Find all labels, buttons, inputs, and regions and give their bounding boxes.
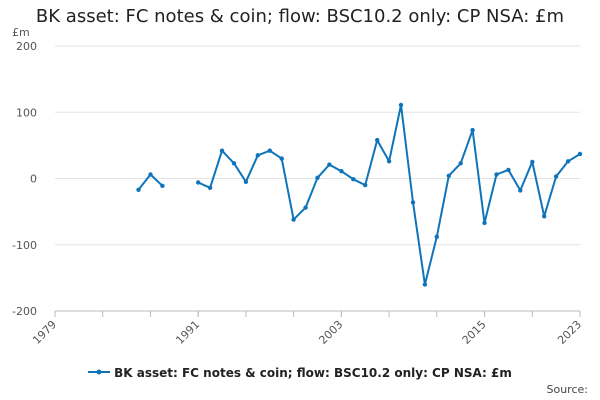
data-point[interactable] <box>577 151 583 157</box>
data-point[interactable] <box>303 205 308 210</box>
data-point[interactable] <box>458 161 463 166</box>
data-point[interactable] <box>243 179 249 184</box>
data-point[interactable] <box>279 156 284 161</box>
data-point[interactable] <box>553 174 559 179</box>
series-line <box>197 104 581 286</box>
data-point[interactable] <box>231 161 237 166</box>
x-tick-label: 2003 <box>316 318 345 347</box>
y-tick-label: 200 <box>16 40 37 53</box>
data-point[interactable] <box>148 172 153 177</box>
axes <box>54 310 581 317</box>
y-tick-label: 100 <box>16 106 37 119</box>
x-tick-label: 1979 <box>30 318 59 347</box>
series-line <box>137 173 164 191</box>
data-point[interactable] <box>291 217 296 222</box>
data-point[interactable] <box>470 127 475 133</box>
data-point[interactable] <box>219 148 225 153</box>
y-tick-label: -100 <box>12 239 37 252</box>
data-point[interactable] <box>506 167 511 173</box>
data-point[interactable] <box>363 182 368 188</box>
data-point[interactable] <box>434 234 439 239</box>
legend-line-marker-icon <box>88 369 111 375</box>
source-label: Source: <box>546 383 589 396</box>
x-tick-label: 2015 <box>460 318 489 347</box>
data-point[interactable] <box>327 162 332 167</box>
data-point[interactable] <box>542 214 547 219</box>
x-tick-label: 2023 <box>555 318 584 347</box>
data-point[interactable] <box>422 282 428 287</box>
data-point[interactable] <box>207 185 213 190</box>
series-group <box>136 102 583 287</box>
data-point[interactable] <box>255 153 260 158</box>
data-point[interactable] <box>494 172 499 177</box>
legend: BK asset: FC notes & coin; flow: BSC10.2… <box>0 366 600 380</box>
data-point[interactable] <box>446 173 451 178</box>
data-point[interactable] <box>398 102 404 108</box>
data-point[interactable] <box>136 187 141 192</box>
data-point[interactable] <box>160 183 165 188</box>
data-point[interactable] <box>315 175 320 180</box>
data-point[interactable] <box>518 188 523 193</box>
data-point[interactable] <box>339 169 344 174</box>
data-point[interactable] <box>267 148 272 153</box>
x-tick-labels: 1979 1991 2003 2015 2023 <box>30 318 584 347</box>
y-axis-unit-label: £m <box>12 26 30 39</box>
data-point[interactable] <box>530 159 535 165</box>
y-tick-labels: -200 -100 0 100 200 <box>12 40 37 318</box>
data-point[interactable] <box>410 200 416 205</box>
data-point[interactable] <box>351 177 356 182</box>
chart-title: BK asset: FC notes & coin; flow: BSC10.2… <box>35 6 565 27</box>
data-point[interactable] <box>196 180 201 185</box>
data-point[interactable] <box>565 159 571 164</box>
y-tick-label: 0 <box>30 173 37 186</box>
x-tick-label: 1991 <box>173 318 202 347</box>
data-point[interactable] <box>386 159 392 164</box>
y-tick-label: -200 <box>12 305 37 318</box>
data-point[interactable] <box>375 137 380 143</box>
gridlines <box>55 45 580 246</box>
data-point[interactable] <box>482 220 487 226</box>
legend-series-label: BK asset: FC notes & coin; flow: BSC10.2… <box>114 366 512 380</box>
